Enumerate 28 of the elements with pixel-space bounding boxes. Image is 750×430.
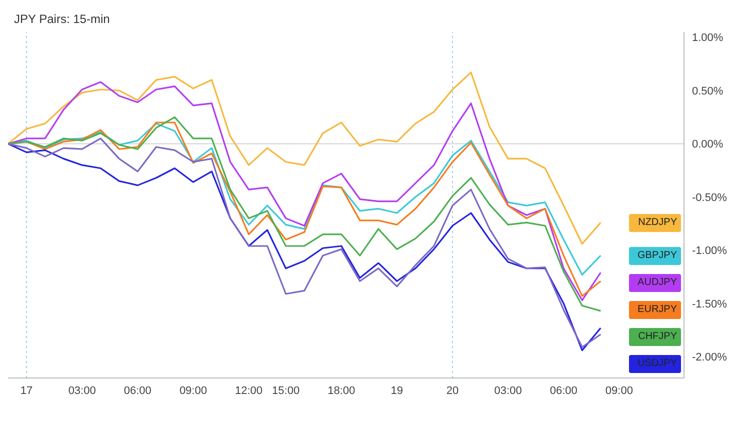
y-tick-label: -1.00%: [692, 245, 728, 258]
text: NZDJPY: [629, 214, 681, 232]
y-tick-label: -0.50%: [692, 192, 728, 204]
y-tick-label: -1.50%: [692, 298, 728, 310]
x-tick-label: 19: [390, 384, 404, 397]
line-series: [8, 72, 602, 245]
y-tick-label: 0.00%: [692, 138, 724, 151]
text: EURJPY: [628, 300, 681, 319]
x-tick-label: 18:00: [328, 384, 356, 397]
text: USDJPY: [628, 354, 681, 373]
text: GBPJPY: [628, 246, 681, 265]
y-tick-label: -2.00%: [692, 352, 728, 364]
x-tick-label: 03:00: [68, 384, 96, 397]
x-tick-label: 06:00: [124, 384, 152, 397]
x-tick-label: 09:00: [179, 384, 207, 397]
x-tick-label: 09:00: [605, 384, 633, 397]
x-tick-label: 15:00: [272, 384, 300, 397]
text: CHFJPY: [629, 328, 681, 346]
chart-title: JPY Pairs: 15-min: [14, 12, 110, 26]
x-tick-label: 17: [20, 384, 33, 397]
x-tick-label: 20: [446, 384, 459, 397]
text: AUDJPY: [628, 274, 681, 292]
x-tick-label: 06:00: [550, 384, 578, 397]
y-tick-label: 0.50%: [692, 85, 724, 98]
line-series: [8, 81, 602, 302]
x-tick-label: 03:00: [494, 384, 522, 397]
x-tick-label: 12:00: [235, 384, 263, 397]
y-tick-label: 1.00%: [692, 32, 724, 44]
